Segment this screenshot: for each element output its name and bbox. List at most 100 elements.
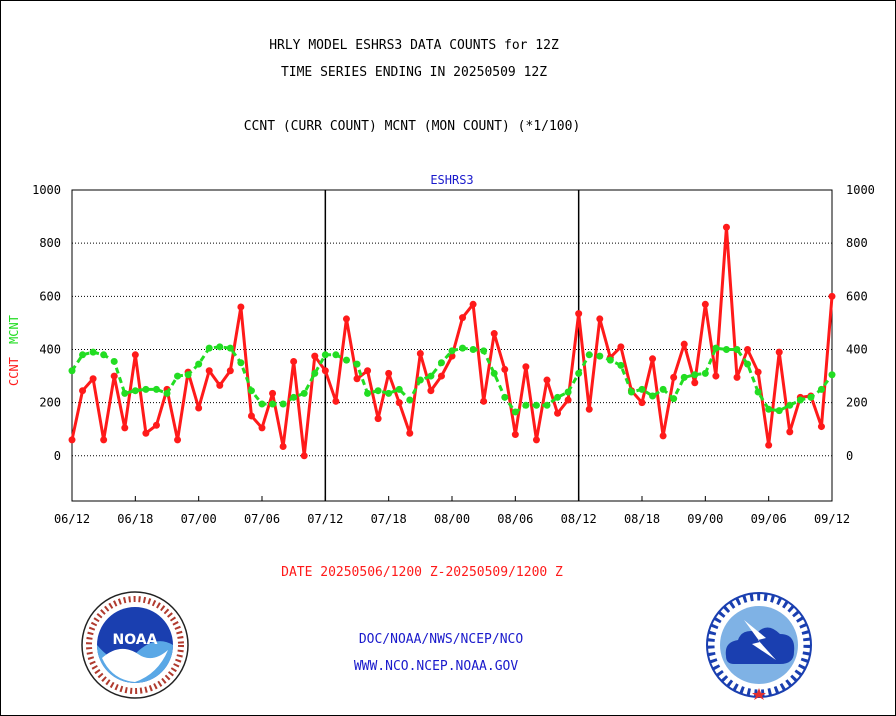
data-point-mcnt	[406, 396, 414, 404]
x-tick-label: 07/18	[371, 512, 407, 526]
data-point-mcnt	[226, 344, 234, 352]
data-point-ccnt	[427, 387, 435, 395]
data-point-ccnt	[247, 412, 255, 420]
data-point-mcnt	[300, 389, 308, 397]
data-point-mcnt	[448, 347, 456, 355]
data-point-mcnt	[765, 405, 773, 413]
y-tick-label-left: 600	[39, 289, 61, 303]
data-point-mcnt	[701, 369, 709, 377]
data-point-ccnt	[226, 367, 234, 375]
noaa-logo: NOAA	[81, 591, 189, 699]
chart-legend-description: CCNT (CURR COUNT) MCNT (MON COUNT) (*1/1…	[243, 119, 581, 134]
y-tick-label-left: 1000	[32, 183, 61, 197]
data-point-ccnt	[353, 375, 361, 383]
data-point-ccnt	[416, 349, 424, 357]
x-tick-label: 09/12	[814, 512, 850, 526]
footer-org: DOC/NOAA/NWS/NCEP/NCO	[358, 632, 524, 647]
data-point-mcnt	[564, 388, 572, 396]
y-tick-label-left: 800	[39, 236, 61, 250]
data-point-ccnt	[680, 340, 688, 348]
data-point-ccnt	[332, 397, 340, 405]
x-tick-label: 09/00	[687, 512, 723, 526]
data-point-ccnt	[828, 292, 836, 300]
x-tick-label: 08/12	[561, 512, 597, 526]
data-point-mcnt	[269, 400, 277, 408]
data-point-mcnt	[480, 347, 488, 355]
data-point-mcnt	[89, 348, 97, 356]
data-point-ccnt	[659, 432, 667, 440]
data-point-mcnt	[775, 407, 783, 415]
data-point-ccnt	[110, 372, 118, 380]
data-point-mcnt	[459, 344, 467, 352]
svg-text:NOAA: NOAA	[113, 632, 158, 648]
data-point-mcnt	[100, 351, 108, 359]
data-point-mcnt	[184, 371, 192, 379]
data-point-ccnt	[68, 436, 76, 444]
series-line-ccnt	[70, 225, 834, 458]
x-tick-label: 07/06	[244, 512, 280, 526]
data-point-mcnt	[659, 385, 667, 393]
data-point-ccnt	[817, 423, 825, 431]
data-point-mcnt	[416, 376, 424, 384]
y-tick-label-right: 0	[846, 449, 853, 463]
data-point-mcnt	[152, 385, 160, 393]
footer-url: WWW.NCO.NCEP.NOAA.GOV	[353, 659, 519, 674]
y-tick-label-right: 600	[846, 289, 868, 303]
data-point-ccnt	[290, 357, 298, 365]
chart-title-line1: HRLY MODEL ESHRS3 DATA COUNTS for 12Z	[269, 38, 559, 53]
data-point-ccnt	[765, 441, 773, 449]
x-tick-label: 08/18	[624, 512, 660, 526]
data-point-mcnt	[427, 372, 435, 380]
data-point-mcnt	[142, 385, 150, 393]
data-point-mcnt	[532, 401, 540, 409]
y-tick-label-right: 800	[846, 236, 868, 250]
x-tick-label: 08/00	[434, 512, 470, 526]
data-point-ccnt	[522, 363, 530, 371]
y-tick-label-right: 200	[846, 396, 868, 410]
data-point-ccnt	[744, 345, 752, 353]
data-point-mcnt	[79, 351, 87, 359]
data-point-ccnt	[195, 404, 203, 412]
data-point-mcnt	[321, 351, 329, 359]
data-point-ccnt	[670, 373, 678, 381]
data-point-mcnt	[332, 351, 340, 359]
x-tick-label: 06/18	[117, 512, 153, 526]
data-point-mcnt	[754, 388, 762, 396]
data-point-mcnt	[596, 352, 604, 360]
data-point-mcnt	[385, 389, 393, 397]
data-point-ccnt	[638, 399, 646, 407]
data-point-ccnt	[374, 415, 382, 423]
data-point-mcnt	[195, 360, 203, 368]
plot-area-frame	[71, 189, 833, 502]
data-point-ccnt	[585, 405, 593, 413]
y-tick-label-left: 200	[39, 396, 61, 410]
data-point-ccnt	[554, 409, 562, 417]
data-point-mcnt	[290, 393, 298, 401]
data-point-ccnt	[342, 315, 350, 323]
data-point-mcnt	[828, 371, 836, 379]
panel-title: ESHRS3	[430, 173, 473, 187]
data-point-mcnt	[807, 393, 815, 401]
data-point-ccnt	[564, 396, 572, 404]
data-point-mcnt	[585, 351, 593, 359]
data-point-ccnt	[754, 368, 762, 376]
data-point-mcnt	[511, 408, 519, 416]
data-point-ccnt	[649, 355, 657, 363]
data-point-ccnt	[152, 421, 160, 429]
data-point-ccnt	[385, 369, 393, 377]
y-tick-label-left: 400	[39, 342, 61, 356]
data-point-ccnt	[216, 381, 224, 389]
data-point-mcnt	[638, 385, 646, 393]
data-point-ccnt	[406, 429, 414, 437]
x-tick-label: 09/06	[751, 512, 787, 526]
data-point-mcnt	[733, 345, 741, 353]
data-point-ccnt	[596, 315, 604, 323]
data-point-mcnt	[649, 392, 657, 400]
data-point-ccnt	[311, 352, 319, 360]
data-point-mcnt	[554, 393, 562, 401]
data-point-ccnt	[395, 399, 403, 407]
y-tick-label-right: 1000	[846, 183, 875, 197]
data-point-ccnt	[237, 303, 245, 311]
y-tick-label-left: 0	[54, 449, 61, 463]
